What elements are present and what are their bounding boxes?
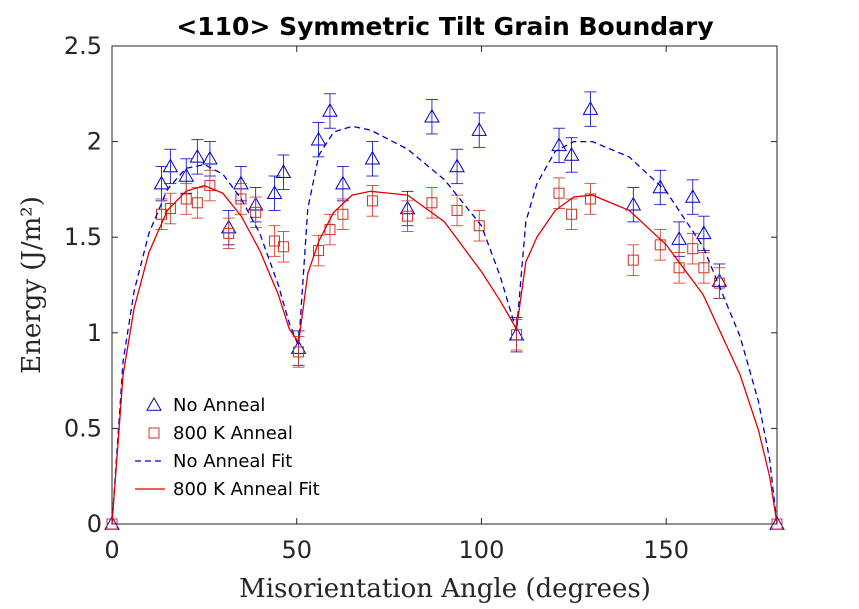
y-tick-label: 0.5 xyxy=(64,414,102,442)
y-tick-label: 0 xyxy=(87,510,102,538)
data-marks xyxy=(104,91,785,530)
data-point-triangle xyxy=(364,150,381,165)
series-800-k-anneal-fit xyxy=(111,184,778,525)
y-tick-label: 2.5 xyxy=(64,32,102,60)
chart-title: <110> Symmetric Tilt Grain Boundary xyxy=(176,12,713,41)
y-tick-label: 1 xyxy=(87,319,102,347)
data-point-square xyxy=(426,197,438,209)
data-point-triangle xyxy=(310,131,327,146)
data-point-square xyxy=(293,346,305,358)
x-tick-label: 0 xyxy=(104,536,119,564)
data-point-triangle xyxy=(322,103,338,117)
data-point-triangle xyxy=(551,137,567,152)
data-point-triangle xyxy=(275,164,292,178)
data-point-square xyxy=(235,193,247,205)
plot-area-border xyxy=(111,45,778,525)
legend-item: 800 K Anneal Fit xyxy=(135,479,320,500)
y-tick-label: 2 xyxy=(87,128,102,156)
data-point-square xyxy=(627,254,639,266)
data-point-triangle xyxy=(162,158,179,173)
data-point-triangle xyxy=(178,168,195,182)
fit-line xyxy=(111,184,778,525)
legend-label: No Anneal xyxy=(173,395,265,416)
data-point-square xyxy=(164,203,176,215)
data-point-triangle xyxy=(652,179,669,194)
data-point-triangle xyxy=(684,189,701,203)
legend-label: No Anneal Fit xyxy=(173,451,292,472)
data-point-square xyxy=(553,187,565,199)
data-point-square xyxy=(337,208,349,220)
x-axis-label: Misorientation Angle (degrees) xyxy=(239,574,651,604)
axis-ticks: 0 50 100 150 0 0.5 1 1.5 2 2.5 xyxy=(64,32,777,564)
data-point-square xyxy=(366,195,378,207)
data-point-square xyxy=(191,197,203,209)
data-point-square xyxy=(473,220,485,232)
legend-triangle-swatch xyxy=(146,396,162,411)
data-point-square xyxy=(277,241,289,253)
plot-frame xyxy=(111,45,778,525)
legend-item: No Anneal xyxy=(146,395,265,416)
y-tick-label: 1.5 xyxy=(64,223,102,251)
data-point-triangle xyxy=(189,148,206,163)
data-point-triangle xyxy=(471,122,488,136)
data-point-triangle xyxy=(563,146,580,161)
fit-line xyxy=(111,125,778,525)
data-point-square xyxy=(566,208,578,220)
data-point-triangle xyxy=(424,108,440,123)
data-point-triangle xyxy=(582,101,599,115)
data-point-triangle xyxy=(202,150,218,165)
x-tick-label: 50 xyxy=(281,536,312,564)
legend-label: 800 K Anneal xyxy=(173,423,293,444)
data-point-triangle xyxy=(153,175,170,190)
data-point-square xyxy=(698,262,710,274)
x-tick-label: 150 xyxy=(643,536,689,564)
legend-item: No Anneal Fit xyxy=(135,451,292,472)
data-point-square xyxy=(250,206,262,218)
data-point-square xyxy=(451,204,463,216)
data-point-square xyxy=(269,235,281,247)
data-point-triangle xyxy=(266,185,283,199)
data-point-square xyxy=(180,193,192,205)
x-tick-label: 100 xyxy=(459,536,505,564)
data-point-square xyxy=(402,210,414,222)
data-point-square xyxy=(584,193,596,205)
series-no-anneal-fit xyxy=(111,125,778,525)
data-point-square xyxy=(223,227,235,239)
legend-item: 800 K Anneal xyxy=(148,423,293,444)
legend: No Anneal 800 K Anneal No Anneal Fit 800 K … xyxy=(135,395,320,500)
data-point-square xyxy=(687,243,699,255)
data-point-triangle xyxy=(695,225,712,240)
data-point-triangle xyxy=(625,196,642,211)
data-point-square xyxy=(713,277,725,289)
data-point-triangle xyxy=(335,175,351,190)
y-axis-label: Energy (J/m²) xyxy=(17,196,47,374)
data-point-triangle xyxy=(671,231,687,245)
data-point-square xyxy=(313,245,325,257)
legend-square-swatch xyxy=(148,427,160,439)
legend-label: 800 K Anneal Fit xyxy=(173,479,320,500)
data-point-triangle xyxy=(449,158,465,173)
